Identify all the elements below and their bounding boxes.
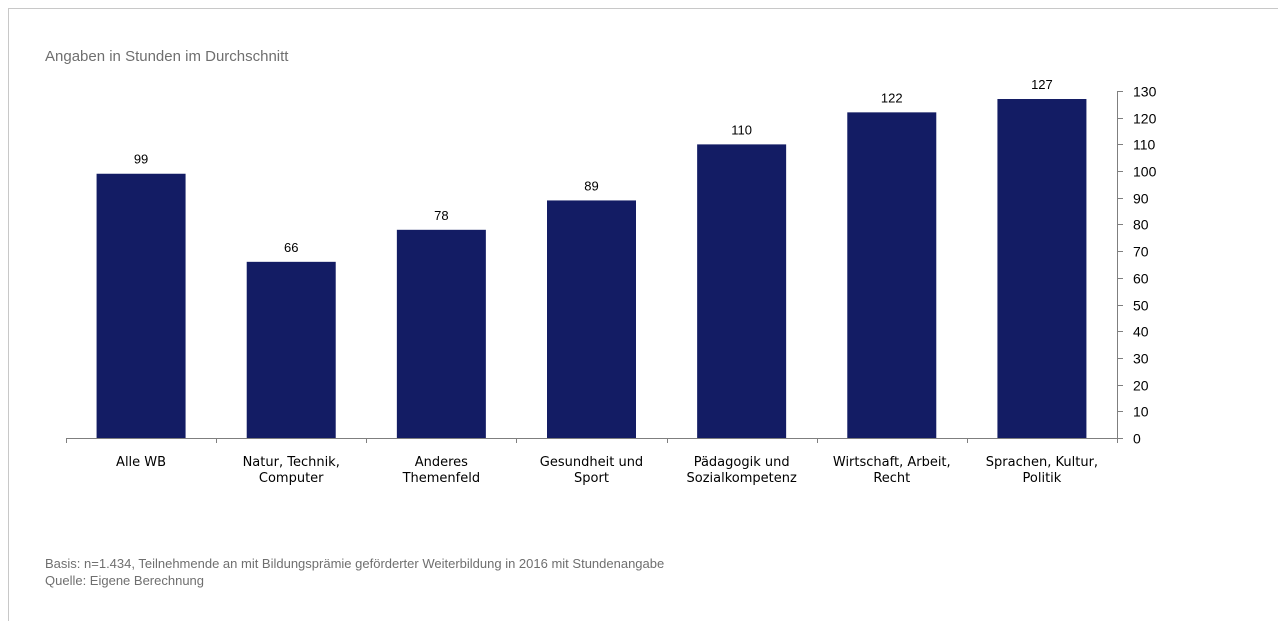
bar [847, 112, 936, 438]
category-label-line: Gesundheit und [540, 455, 643, 470]
y-tick-label: 60 [1133, 271, 1149, 287]
category-label: Gesundheit und Sport [540, 455, 643, 486]
category-label: Alle WB [116, 455, 166, 470]
category-label-line: Computer [259, 471, 324, 486]
data-label: 89 [584, 178, 598, 193]
y-tick-label: 80 [1133, 217, 1149, 233]
chart-footer: Basis: n=1.434, Teilnehmende an mit Bild… [45, 555, 664, 589]
data-label: 66 [284, 240, 298, 255]
category-label-line: Sport [574, 471, 609, 486]
y-tick-label: 40 [1133, 324, 1149, 340]
data-label: 78 [434, 208, 448, 223]
y-tick-label: 10 [1133, 404, 1149, 420]
category-label: Wirtschaft, Arbeit, Recht [833, 455, 951, 486]
bar [547, 200, 636, 438]
category-label-line: Politik [1023, 471, 1062, 486]
y-tick-label: 100 [1133, 164, 1157, 180]
category-label-line: Natur, Technik, [243, 455, 340, 470]
category-label-line: Alle WB [116, 455, 166, 470]
y-tick-label: 90 [1133, 191, 1149, 207]
category-label-line: Wirtschaft, Arbeit, [833, 455, 951, 470]
category-label: Anderes Themenfeld [402, 455, 481, 486]
y-tick-label: 50 [1133, 298, 1149, 314]
category-label-line: Pädagogik und [694, 455, 790, 470]
category-label: Sprachen, Kultur, Politik [986, 455, 1098, 486]
bar [247, 262, 336, 438]
y-tick-label: 70 [1133, 244, 1149, 260]
category-label: Natur, Technik, Computer [243, 455, 340, 486]
data-label: 122 [881, 90, 903, 105]
category-label: Pädagogik und Sozialkompetenz [686, 455, 796, 486]
y-tick-label: 0 [1133, 431, 1141, 447]
category-label-line: Recht [873, 471, 910, 486]
bar [397, 230, 486, 438]
y-tick-label: 20 [1133, 378, 1149, 394]
bar [997, 99, 1086, 438]
y-tick-label: 130 [1133, 84, 1157, 100]
y-tick-label: 120 [1133, 111, 1157, 127]
bar [697, 144, 786, 438]
category-label-line: Themenfeld [402, 471, 481, 486]
source-note: Quelle: Eigene Berechnung [45, 572, 664, 589]
category-label-line: Anderes [415, 455, 468, 470]
y-tick-label: 30 [1133, 351, 1149, 367]
data-label: 99 [134, 152, 148, 167]
data-label: 110 [731, 122, 752, 137]
data-label: 127 [1031, 77, 1053, 92]
basis-note: Basis: n=1.434, Teilnehmende an mit Bild… [45, 555, 664, 572]
bar [97, 174, 186, 438]
category-label-line: Sozialkompetenz [686, 471, 796, 486]
category-label-line: Sprachen, Kultur, [986, 455, 1098, 470]
y-tick-label: 110 [1133, 137, 1156, 153]
